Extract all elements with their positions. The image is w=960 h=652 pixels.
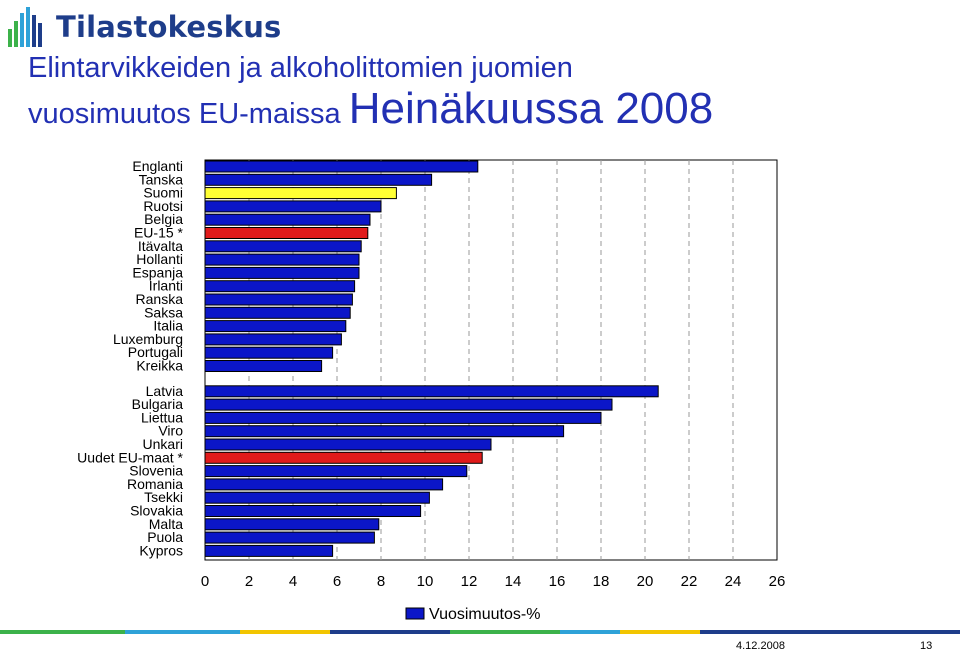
- footer-band-navy-2: [700, 630, 960, 634]
- page-number: 13: [920, 640, 933, 652]
- logo-text: Tilastokeskus: [56, 10, 282, 44]
- footer: 4.12.2008 13: [0, 626, 960, 652]
- legend-swatch: [405, 607, 425, 620]
- bar-latvia: [204, 385, 659, 398]
- bar-tanska: [204, 173, 433, 186]
- x-tick-label: 8: [377, 573, 385, 590]
- bar-slovakia: [204, 505, 422, 517]
- category-label: Irlanti: [149, 278, 183, 294]
- bar-saksa: [204, 306, 351, 319]
- category-label: Kypros: [139, 542, 183, 558]
- bar-luxemburg: [204, 333, 342, 346]
- bar-chart: 0 2 4 6 8 10 12 14 16 18 20 22 24 26EnglantiTanskaSuo…: [77, 158, 786, 623]
- x-tick-label: 22: [681, 573, 698, 590]
- bar-puola: [204, 531, 375, 544]
- bar-unkari: [204, 438, 492, 451]
- bar-englanti: [204, 160, 479, 173]
- category-label: Liettua: [141, 409, 183, 425]
- footer-band-green: [0, 630, 125, 634]
- category-label: Tsekki: [144, 489, 183, 505]
- bar-ranska: [204, 293, 353, 306]
- category-label: Malta: [149, 516, 183, 532]
- category-label: Saksa: [144, 304, 183, 320]
- category-label: Ranska: [136, 291, 184, 307]
- bar-kypros: [204, 544, 334, 557]
- bar-belgia: [204, 213, 371, 226]
- category-label: Italia: [153, 318, 183, 334]
- x-tick-label: 16: [549, 573, 566, 590]
- tilastokeskus-logo-icon: [8, 7, 42, 47]
- category-label: Suomi: [143, 185, 183, 201]
- x-tick-label: 0: [201, 573, 209, 590]
- bar-romania: [204, 478, 444, 491]
- category-label: Latvia: [146, 383, 184, 399]
- x-tick-label: 14: [505, 573, 522, 590]
- category-label: Hollanti: [136, 251, 183, 267]
- footer-band-yellow: [240, 630, 330, 634]
- x-tick-label: 2: [245, 573, 253, 590]
- bar-viro: [204, 425, 565, 438]
- bar-espanja: [204, 266, 360, 279]
- bar-eu-15: [204, 227, 369, 239]
- x-tick-label: 20: [637, 573, 654, 590]
- bar-kreikka: [204, 360, 323, 372]
- bar-suomi: [204, 187, 397, 200]
- category-label: Bulgaria: [132, 396, 184, 412]
- category-label: Viro: [158, 423, 183, 439]
- bar-bulgaria: [204, 398, 613, 411]
- x-tick-label: 12: [461, 573, 478, 590]
- bar-ruotsi: [204, 200, 382, 213]
- category-label: Ruotsi: [143, 198, 183, 214]
- bar-hollanti: [204, 253, 360, 266]
- footer-band-blue: [125, 630, 240, 634]
- category-label: Tanska: [139, 171, 184, 187]
- bar-tsekki: [204, 491, 430, 504]
- page-title: Elintarvikkeiden ja alkoholittomien juom…: [28, 52, 948, 134]
- footer-date: 4.12.2008: [736, 640, 785, 652]
- title-line-1: Elintarvikkeiden ja alkoholittomien juom…: [28, 52, 573, 84]
- title-month: Heinäkuussa 2008: [348, 84, 714, 134]
- category-label: Puola: [147, 529, 183, 545]
- category-label: Slovenia: [129, 463, 183, 479]
- logo: Tilastokeskus: [6, 4, 282, 50]
- footer-band-green-2: [450, 630, 560, 634]
- category-label: Slovakia: [130, 503, 183, 519]
- bar-malta: [204, 518, 380, 531]
- x-tick-label: 6: [333, 573, 341, 590]
- title-line-2: vuosimuutos EU-maissa: [28, 98, 349, 131]
- bar-irlanti: [204, 280, 356, 293]
- category-label: Itävalta: [138, 238, 183, 254]
- category-label: Kreikka: [136, 358, 183, 374]
- x-tick-label: 26: [769, 573, 786, 590]
- category-label: Uudet EU-maat *: [77, 449, 183, 465]
- bar-portugali: [204, 346, 334, 359]
- category-label: Englanti: [132, 158, 183, 174]
- x-tick-label: 18: [593, 573, 610, 590]
- x-tick-label: 4: [289, 573, 297, 590]
- bar-liettua: [204, 411, 602, 424]
- footer-band-navy: [330, 630, 450, 634]
- bar-slovenia: [204, 465, 468, 478]
- category-label: Romania: [127, 476, 183, 492]
- category-label: Luxemburg: [113, 331, 183, 347]
- bar-italia: [204, 320, 347, 333]
- category-label: Espanja: [132, 264, 183, 280]
- legend-label: Vuosimuutos-%: [429, 606, 540, 623]
- footer-band-blue-2: [560, 630, 620, 634]
- x-tick-label: 24: [725, 573, 742, 590]
- footer-band-yellow-2: [620, 630, 700, 634]
- category-label: Unkari: [143, 436, 183, 452]
- bar-itävalta: [204, 240, 362, 253]
- bar-uudet-eu-maat: [204, 451, 483, 464]
- category-label: Belgia: [144, 211, 183, 227]
- category-label: EU-15 *: [134, 225, 184, 241]
- category-label: Portugali: [128, 344, 183, 360]
- x-tick-label: 10: [417, 573, 434, 590]
